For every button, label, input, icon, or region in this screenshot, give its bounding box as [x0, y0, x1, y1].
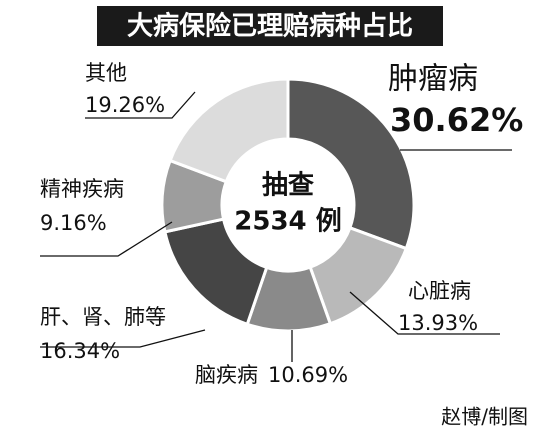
leader-line: [85, 91, 196, 119]
center-text: 抽查: [262, 171, 314, 201]
leader-line: [349, 291, 500, 335]
category-label: 肝、肾、肺等: [40, 305, 166, 329]
center-text: 2534 例: [234, 207, 341, 237]
category-label: 其他: [85, 61, 127, 85]
leader-line: [40, 221, 173, 257]
donut: [160, 77, 416, 333]
category-label: 脑疾病: [195, 363, 258, 387]
category-label: 心脏病: [408, 279, 471, 303]
donut-slice: [286, 77, 416, 251]
chart-title: 大病保险已理赔病种占比: [127, 11, 413, 42]
value-label: 30.62%: [390, 101, 523, 139]
leader-line: [40, 329, 206, 348]
category-label: 精神疾病: [40, 177, 124, 201]
value-label: 10.69%: [268, 363, 348, 387]
category-label: 肿瘤病: [388, 62, 478, 97]
title-bar: [97, 6, 443, 46]
value-label: 16.34%: [40, 339, 120, 363]
donut-slice: [168, 77, 290, 184]
credit: 赵博/制图: [441, 405, 528, 429]
value-label: 19.26%: [85, 93, 165, 117]
value-label: 9.16%: [40, 211, 107, 235]
value-label: 13.93%: [398, 311, 478, 335]
